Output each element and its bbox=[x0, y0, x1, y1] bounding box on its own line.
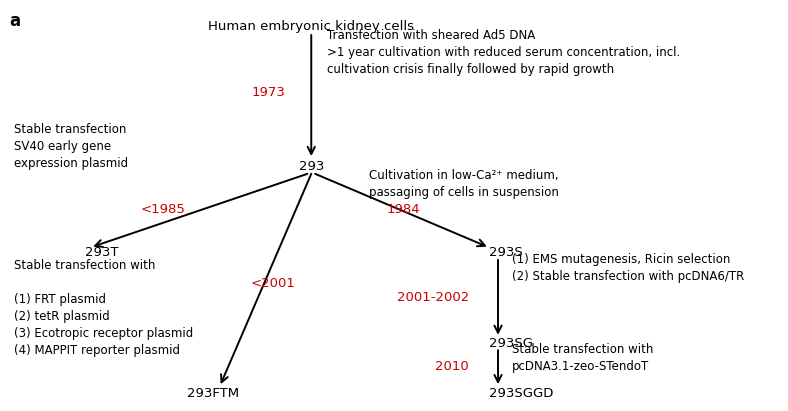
Text: Stable transfection with
pcDNA3.1-zeo-STendoT: Stable transfection with pcDNA3.1-zeo-ST… bbox=[512, 343, 653, 373]
Text: Human embryonic kidney cells: Human embryonic kidney cells bbox=[208, 20, 414, 33]
Text: 293S: 293S bbox=[489, 246, 522, 259]
Text: 1973: 1973 bbox=[251, 86, 285, 99]
Text: 2010: 2010 bbox=[435, 360, 469, 373]
Text: 293SG: 293SG bbox=[489, 337, 533, 350]
Text: Transfection with sheared Ad5 DNA
>1 year cultivation with reduced serum concent: Transfection with sheared Ad5 DNA >1 yea… bbox=[327, 29, 680, 76]
Text: 293T: 293T bbox=[85, 246, 119, 259]
Text: 293: 293 bbox=[299, 160, 324, 173]
Text: 293SGGD: 293SGGD bbox=[489, 387, 553, 400]
Text: Stable transfection with

(1) FRT plasmid
(2) tetR plasmid
(3) Ecotropic recepto: Stable transfection with (1) FRT plasmid… bbox=[14, 259, 193, 357]
Text: a: a bbox=[9, 12, 20, 30]
Text: <1985: <1985 bbox=[140, 203, 185, 216]
Text: 293FTM: 293FTM bbox=[187, 387, 239, 400]
Text: 1984: 1984 bbox=[386, 203, 420, 216]
Text: <2001: <2001 bbox=[251, 277, 296, 290]
Text: Stable transfection
SV40 early gene
expression plasmid: Stable transfection SV40 early gene expr… bbox=[14, 123, 128, 170]
Text: Cultivation in low-Ca²⁺ medium,
passaging of cells in suspension: Cultivation in low-Ca²⁺ medium, passagin… bbox=[369, 169, 559, 199]
Text: (1) EMS mutagenesis, Ricin selection
(2) Stable transfection with pcDNA6/TR: (1) EMS mutagenesis, Ricin selection (2)… bbox=[512, 253, 745, 283]
Text: 2001-2002: 2001-2002 bbox=[396, 291, 469, 305]
